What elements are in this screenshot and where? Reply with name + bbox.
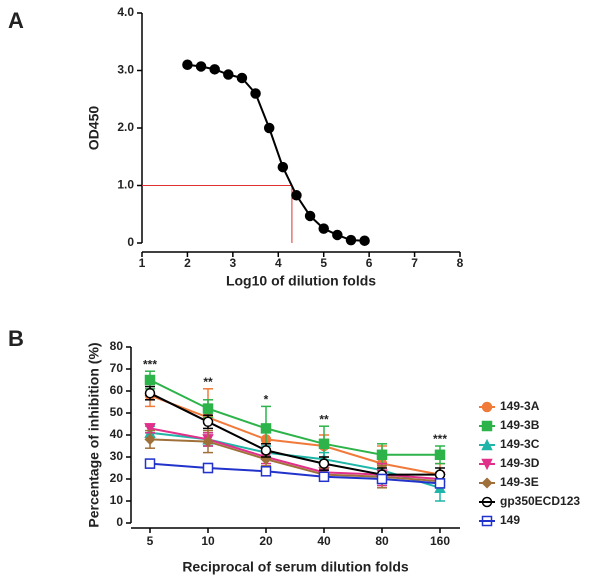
data-point <box>202 436 214 448</box>
series-line <box>149 462 441 485</box>
x-tick-label: 1 <box>139 256 146 270</box>
x-tick-label: 160 <box>430 534 450 548</box>
legend-label: 149-3C <box>500 437 540 451</box>
legend-label: 149-3D <box>500 456 540 470</box>
x-tick-label: 80 <box>375 534 389 548</box>
annotation: ** <box>203 375 213 389</box>
y-tick-label: 30 <box>110 449 124 463</box>
data-point <box>260 466 272 477</box>
data-point <box>332 229 343 241</box>
data-line <box>187 63 365 242</box>
data-point <box>277 161 289 173</box>
legend-label: 149-3A <box>500 399 540 413</box>
panel-label: B <box>8 326 24 351</box>
data-point <box>318 223 329 234</box>
y-tick-label: 80 <box>110 339 124 353</box>
data-point <box>345 234 357 246</box>
data-point <box>318 458 330 469</box>
y-axis-label: Percentage of inhibition (%) <box>86 342 102 527</box>
y-tick-label: 70 <box>110 361 124 375</box>
data-point <box>144 433 156 445</box>
x-axis-label: Reciprocal of serum dilution folds <box>182 559 409 575</box>
data-point <box>291 190 302 201</box>
annotation: *** <box>433 432 447 446</box>
y-tick-label: 0 <box>127 235 134 249</box>
data-point <box>318 471 330 483</box>
data-point <box>376 473 388 485</box>
x-tick-label: 8 <box>457 256 464 270</box>
data-point <box>236 72 248 84</box>
x-tick-label: 20 <box>259 534 273 548</box>
data-point <box>144 423 156 435</box>
y-tick-label: 40 <box>110 427 124 441</box>
x-tick-label: 5 <box>320 256 327 270</box>
y-tick-label: 2.0 <box>117 120 134 134</box>
data-point <box>144 458 156 469</box>
data-point <box>434 478 446 489</box>
data-point <box>260 423 272 434</box>
data-point <box>195 61 207 72</box>
x-tick-label: 10 <box>201 534 215 548</box>
x-tick-label: 4 <box>275 256 282 270</box>
data-point <box>182 59 193 70</box>
data-point <box>304 210 316 222</box>
y-tick-label: 20 <box>110 471 124 485</box>
data-point <box>434 449 446 461</box>
data-point <box>434 469 446 480</box>
data-point <box>144 374 156 386</box>
data-point <box>144 387 156 399</box>
series-line <box>149 394 441 476</box>
legend-label: 149-3B <box>500 418 540 432</box>
y-tick-label: 0 <box>116 515 123 529</box>
data-point <box>359 235 370 246</box>
series-line <box>149 379 440 456</box>
y-tick-label: 60 <box>110 383 124 397</box>
x-tick-label: 5 <box>147 534 154 548</box>
y-tick-label: 10 <box>110 493 124 507</box>
legend-label: gp350ECD123 <box>500 494 580 508</box>
y-tick-label: 1.0 <box>117 178 134 192</box>
series-line <box>149 438 441 483</box>
legend-label: 149 <box>500 513 520 527</box>
x-tick-label: 2 <box>184 256 191 270</box>
legend-label: 149-3E <box>500 475 539 489</box>
x-tick-label: 40 <box>317 534 331 548</box>
x-tick-label: 6 <box>366 256 373 270</box>
panel-label: A <box>8 8 24 33</box>
y-tick-label: 4.0 <box>117 5 134 19</box>
data-point <box>202 416 214 428</box>
series-line <box>149 392 440 476</box>
annotation: ** <box>319 412 329 426</box>
y-axis-label: OD450 <box>86 106 102 151</box>
x-tick-label: 3 <box>230 256 237 270</box>
data-point <box>260 445 272 456</box>
y-tick-label: 50 <box>110 405 124 419</box>
y-tick-label: 3.0 <box>117 63 134 77</box>
data-point <box>223 69 234 80</box>
data-point <box>209 64 220 75</box>
data-point <box>202 462 214 474</box>
data-point <box>318 438 330 450</box>
data-point <box>202 403 214 414</box>
x-tick-label: 7 <box>411 256 418 270</box>
annotation: * <box>264 393 269 407</box>
data-point <box>250 88 261 99</box>
data-point <box>263 122 275 134</box>
annotation: *** <box>143 357 157 371</box>
data-point <box>376 449 388 461</box>
x-axis-label: Log10 of dilution folds <box>226 273 376 289</box>
